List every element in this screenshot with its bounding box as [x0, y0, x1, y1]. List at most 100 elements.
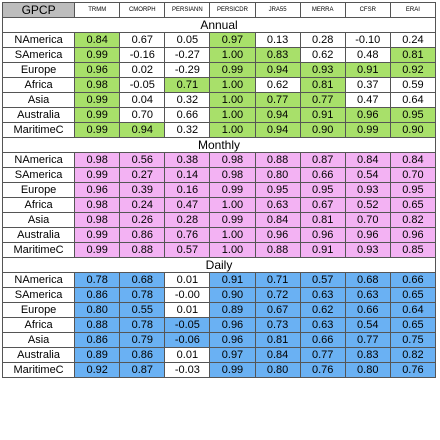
value-cell: 0.85 — [389, 242, 437, 258]
region-label: Asia — [1, 212, 76, 228]
value-cell: 0.91 — [299, 242, 346, 258]
value-cell: 0.57 — [299, 272, 346, 288]
value-cell: 0.13 — [254, 32, 301, 48]
value-cell: 0.04 — [119, 92, 166, 108]
value-cell: 0.88 — [119, 242, 166, 258]
value-cell: 0.65 — [389, 317, 437, 333]
value-cell: 0.77 — [344, 332, 391, 348]
value-cell: 0.59 — [389, 77, 437, 93]
value-cell: 0.66 — [344, 302, 391, 318]
value-cell: 0.99 — [74, 107, 121, 123]
value-cell: 0.84 — [344, 152, 391, 168]
value-cell: 0.47 — [164, 197, 211, 213]
value-cell: 0.24 — [389, 32, 437, 48]
table-row: Europe 0.96 0.02 -0.29 0.99 0.94 0.93 0.91 0.92 — [1, 62, 437, 78]
value-cell: 0.14 — [164, 167, 211, 183]
correlation-table-container: GPCP TRMM CMORPH PERSIANN PERSICDR JRA55… — [1, 2, 437, 378]
value-cell: 1.00 — [209, 242, 256, 258]
section-header-row: Daily — [2, 257, 436, 273]
region-label: NAmerica — [1, 32, 76, 48]
region-label: Africa — [1, 77, 76, 93]
value-cell: 0.94 — [119, 122, 166, 138]
value-cell: 0.84 — [389, 152, 437, 168]
region-label: MaritimeC — [1, 242, 76, 258]
value-cell: 0.97 — [209, 347, 256, 363]
value-cell: 0.48 — [344, 47, 391, 63]
value-cell: 0.68 — [119, 272, 166, 288]
value-cell: 0.24 — [119, 197, 166, 213]
value-cell: 0.90 — [209, 287, 256, 303]
value-cell: 0.98 — [209, 152, 256, 168]
value-cell: 0.79 — [119, 332, 166, 348]
value-cell: 0.78 — [119, 317, 166, 333]
value-cell: 0.68 — [344, 272, 391, 288]
value-cell: 0.80 — [344, 362, 391, 378]
region-label: SAmerica — [1, 167, 76, 183]
value-cell: 0.99 — [74, 242, 121, 258]
value-cell: 0.77 — [299, 347, 346, 363]
value-cell: 0.81 — [389, 47, 437, 63]
table-row: SAmerica 0.99 0.27 0.14 0.98 0.80 0.66 0.54 0.70 — [1, 167, 437, 183]
value-cell: 0.64 — [389, 92, 437, 108]
value-cell: 0.67 — [119, 32, 166, 48]
region-label: Australia — [1, 347, 76, 363]
value-cell: 0.05 — [164, 32, 211, 48]
region-label: NAmerica — [1, 272, 76, 288]
column-header: TRMM — [74, 2, 121, 18]
value-cell: 0.66 — [164, 107, 211, 123]
value-cell: 0.98 — [74, 212, 121, 228]
value-cell: 0.93 — [299, 62, 346, 78]
value-cell: 0.96 — [254, 227, 301, 243]
value-cell: 0.27 — [119, 167, 166, 183]
value-cell: 0.81 — [299, 77, 346, 93]
region-label: SAmerica — [1, 47, 76, 63]
column-header: ERAI — [389, 2, 437, 18]
value-cell: 0.70 — [119, 107, 166, 123]
value-cell: 0.54 — [344, 167, 391, 183]
section-title: Daily — [2, 257, 436, 273]
value-cell: 0.99 — [74, 227, 121, 243]
value-cell: -0.03 — [164, 362, 211, 378]
value-cell: 0.75 — [389, 332, 437, 348]
value-cell: 0.96 — [344, 107, 391, 123]
value-cell: 0.93 — [344, 242, 391, 258]
value-cell: 1.00 — [209, 92, 256, 108]
table-row: Europe 0.96 0.39 0.16 0.99 0.95 0.95 0.93 0.95 — [1, 182, 437, 198]
section-header-row: Monthly — [2, 137, 436, 153]
value-cell: 0.98 — [74, 197, 121, 213]
value-cell: 0.86 — [74, 332, 121, 348]
value-cell: 0.73 — [254, 317, 301, 333]
value-cell: 0.65 — [389, 287, 437, 303]
table-row: Asia 0.98 0.26 0.28 0.99 0.84 0.81 0.70 0.82 — [1, 212, 437, 228]
value-cell: 0.71 — [164, 77, 211, 93]
value-cell: 0.88 — [74, 317, 121, 333]
table-row: Australia 0.89 0.86 0.01 0.97 0.84 0.77 0.83 0.8… — [1, 347, 437, 363]
value-cell: -0.27 — [164, 47, 211, 63]
value-cell: -0.16 — [119, 47, 166, 63]
value-cell: 0.99 — [344, 122, 391, 138]
value-cell: 0.63 — [299, 287, 346, 303]
value-cell: 0.80 — [254, 362, 301, 378]
region-label: Africa — [1, 317, 76, 333]
value-cell: 0.67 — [254, 302, 301, 318]
value-cell: -0.10 — [344, 32, 391, 48]
table-row: SAmerica 0.99 -0.16 -0.27 1.00 0.83 0.62 0.48 0.… — [1, 47, 437, 63]
table-row: Australia 0.99 0.70 0.66 1.00 0.94 0.91 0.96 0.9… — [1, 107, 437, 123]
region-label: Asia — [1, 332, 76, 348]
value-cell: 0.99 — [74, 122, 121, 138]
table-row: Asia 0.99 0.04 0.32 1.00 0.77 0.77 0.47 0.64 — [1, 92, 437, 108]
value-cell: 1.00 — [209, 227, 256, 243]
value-cell: 0.62 — [299, 47, 346, 63]
value-cell: 0.77 — [254, 92, 301, 108]
value-cell: 0.56 — [119, 152, 166, 168]
value-cell: 0.65 — [389, 197, 437, 213]
value-cell: 0.76 — [299, 362, 346, 378]
value-cell: 0.93 — [344, 182, 391, 198]
value-cell: 0.83 — [254, 47, 301, 63]
value-cell: 0.01 — [164, 347, 211, 363]
value-cell: 0.63 — [299, 317, 346, 333]
value-cell: 0.63 — [344, 287, 391, 303]
value-cell: 0.98 — [209, 167, 256, 183]
section-title: Annual — [2, 17, 436, 33]
value-cell: 0.86 — [119, 227, 166, 243]
